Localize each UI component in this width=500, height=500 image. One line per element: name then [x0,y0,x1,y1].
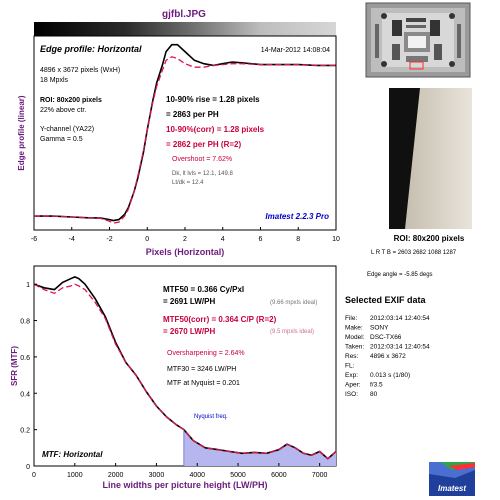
roi-position-text: 22% above ctr. [40,107,86,114]
rise-corr-result: 10-90%(corr) = 1.28 pixels [166,125,265,134]
exif-value: SONY [370,325,389,332]
exif-label: Exp: [345,372,358,379]
mtf-x-tick-label: 4000 [189,472,205,479]
mtf-chart-title: MTF: Horizontal [42,450,103,459]
edge-x-tick-label: -6 [31,236,37,243]
edge-gradient-strip [34,22,336,36]
imatest-logo: Imatest [429,462,475,496]
exif-label: Taken: [345,344,364,351]
edge-chart-title: Edge profile: Horizontal [40,44,142,54]
mtf-x-tick-label: 0 [32,472,36,479]
mtf-x-tick-label: 2000 [108,472,124,479]
file-name: gjfbl.JPG [162,9,206,20]
gamma-text: Gamma = 0.5 [40,136,83,143]
mtf-y-axis-label: SFR (MTF) [10,346,19,386]
roi-coordinates: L R T B = 2603 2682 1088 1287 [371,250,457,256]
exif-value: f/3.5 [370,382,383,389]
mtf-nyquist-text: MTF at Nyquist = 0.201 [167,380,240,387]
rise-corr-per-ph: = 2862 per PH (R=2) [166,140,241,149]
exif-value: 2012:03:14 12:40:54 [370,344,430,351]
mtf30-text: MTF30 = 3246 LW/PH [167,366,236,373]
megapixels-text: 18 Mpxls [40,77,69,84]
rise-result: 10-90% rise = 1.28 pixels [166,95,260,104]
edge-plot-frame [33,35,337,231]
mtf50-corr-result: MTF50(corr) = 0.364 C/P (R=2) [163,315,277,324]
dark-light-levels: Dk, lt lvls = 12.1, 149.8 [172,171,234,177]
exif-value: 80 [370,391,378,398]
mtf-plot-lines [33,276,337,466]
edge-x-tick-label: 6 [259,236,263,243]
mtf50-lwph: = 2691 LW/PH [163,297,215,306]
exif-value: DSC-TX66 [370,334,402,341]
mtf-y-tick-label: 0 [26,464,30,471]
mtf-x-axis-label: Line widths per picture height (LW/PH) [102,480,267,490]
mtf-y-tick-label: 0.8 [20,319,30,326]
nyquist-label: Nyquist freq. [194,414,228,420]
mtf-x-tick-label: 6000 [271,472,287,479]
mtf50-ideal: (9.66 mpxls ideal) [270,300,317,306]
exif-label: Aper: [345,382,361,389]
edge-profile-line [34,43,336,222]
overshoot-text: Overshoot = 7.62% [172,156,232,163]
exif-label: FL: [345,363,355,370]
mtf-y-ticks: 0 0.2 0.4 0.6 0.8 1 [20,282,37,471]
exif-table: File: 2012:03:14 12:40:54 Make: SONY Model: D… [345,315,430,398]
exif-label: Make: [345,325,363,332]
edge-y-axis-label: Edge profile (linear) [17,95,26,170]
mtf-x-ticks: 0 1000 2000 3000 4000 5000 6000 7000 [32,463,328,479]
oversharpening-text: Oversharpening = 2.64% [167,350,245,357]
edge-chart-date: 14-Mar-2012 14:08:04 [261,47,330,54]
edge-x-tick-label: -2 [106,236,112,243]
mtf-corr-line [33,283,337,460]
rise-per-ph: = 2863 per PH [166,110,219,119]
edge-x-axis-label: Pixels (Horizontal) [146,247,225,257]
mtf-x-tick-label: 1000 [67,472,83,479]
edge-x-tick-label: 2 [183,236,187,243]
logo-text: Imatest [438,484,466,493]
mtf-x-tick-label: 7000 [312,472,328,479]
channel-text: Y-channel (YA22) [40,126,94,133]
edge-x-tick-label: 0 [145,236,149,243]
edge-x-tick-label: -4 [69,236,75,243]
mtf50-corr-ideal: (9.5 mpxls ideal) [270,329,314,335]
exif-label: Model: [345,334,365,341]
mtf50-corr-lwph: = 2670 LW/PH [163,327,215,336]
exif-heading: Selected EXIF data [345,295,427,305]
edge-profile-chart: -6 -4 -2 0 2 4 6 8 10 Edge profile: Horizontal 1… [17,35,340,257]
edge-angle-text: Edge angle = -5.85 degs [367,272,433,278]
mtf50-result: MTF50 = 0.366 Cy/Pxl [163,285,244,294]
mtf-y-tick-label: 1 [26,282,30,289]
mtf-x-tick-label: 5000 [230,472,246,479]
mtf-x-tick-label: 3000 [149,472,165,479]
edge-x-tick-label: 8 [296,236,300,243]
light-dark-ratio: Lt/dk = 12.4 [172,180,204,186]
roi-size-text: ROI: 80x200 pixels [40,97,102,104]
roi-caption: ROI: 80x200 pixels [394,234,465,243]
edge-plot-lines [34,43,336,224]
chart-thumbnail [365,2,471,78]
imatest-version: Imatest 2.2.3 Pro [265,212,329,221]
mtf-chart: 0 1000 2000 3000 4000 5000 6000 7000 0 0.2 0.4 0.6… [10,265,337,490]
exif-label: File: [345,315,357,322]
edge-profile-corr-line [34,56,336,224]
exif-value: 4896 x 3672 [370,353,406,360]
roi-image [389,88,472,229]
image-size-text: 4896 x 3672 pixels (WxH) [40,67,120,74]
edge-x-tick-label: 4 [221,236,225,243]
mtf-y-tick-label: 0.2 [20,428,30,435]
mtf-y-tick-label: 0.4 [20,391,30,398]
nyquist-region [183,429,336,466]
edge-x-tick-label: 10 [332,236,340,243]
exif-label: Res: [345,353,359,360]
mtf-y-tick-label: 0.6 [20,355,30,362]
exif-value: 0.013 s (1/80) [370,372,410,379]
exif-value: 2012:03:14 12:40:54 [370,315,430,322]
edge-x-ticks: -6 -4 -2 0 2 4 6 8 10 [31,227,340,243]
exif-label: ISO: [345,391,358,398]
